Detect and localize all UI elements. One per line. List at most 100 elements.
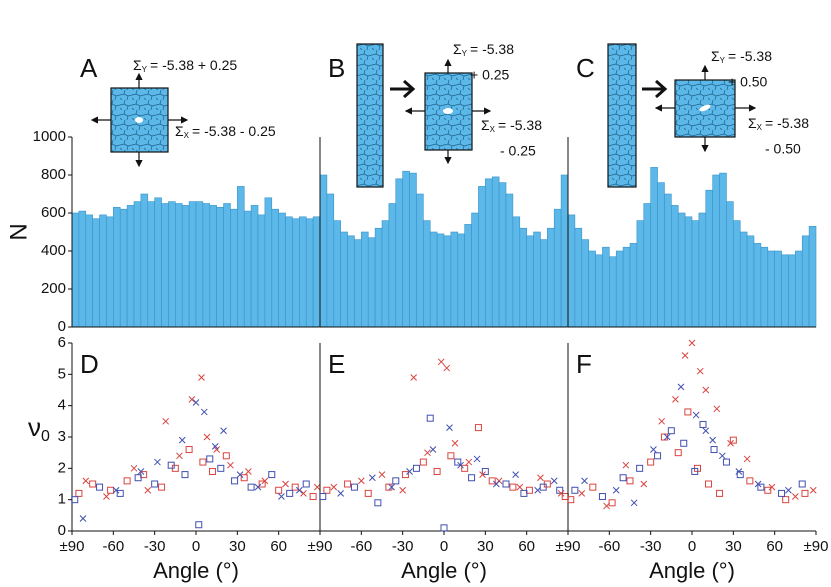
bar: [133, 201, 142, 328]
bar: [381, 220, 390, 328]
bar: [402, 170, 410, 328]
point-square: [350, 483, 358, 491]
point-square: [801, 489, 809, 497]
bar: [698, 212, 707, 328]
point-cross: [622, 461, 630, 469]
bar: [443, 235, 452, 328]
y-axis-label: N: [5, 223, 32, 240]
symbol: Σ: [711, 48, 720, 64]
bar: [374, 227, 383, 328]
y-tick-label: 4: [58, 397, 66, 414]
point-square: [158, 483, 166, 491]
bar: [733, 220, 741, 328]
point-cross: [743, 455, 751, 463]
point-square: [107, 486, 115, 494]
x-tick-label: ±90: [60, 538, 85, 555]
bar: [209, 205, 217, 328]
bar: [181, 205, 190, 328]
bar: [671, 205, 679, 328]
annotation-text: = -5.38: [728, 48, 772, 64]
point-cross: [702, 427, 710, 435]
point-cross: [429, 446, 437, 453]
bar: [340, 231, 348, 328]
subscript: X: [757, 123, 763, 132]
point-cross: [681, 352, 689, 359]
point-square: [240, 474, 248, 482]
bar: [188, 201, 197, 328]
y-tick-label: 0: [58, 318, 66, 335]
bar: [478, 186, 486, 328]
bar: [553, 208, 562, 328]
point-cross: [768, 483, 776, 491]
point-square: [185, 446, 193, 454]
x-tick-label: -60: [598, 538, 620, 555]
point-cross: [630, 499, 638, 507]
bar: [354, 239, 362, 328]
bar: [650, 167, 658, 328]
point-cross: [278, 493, 285, 500]
point-square: [474, 424, 482, 432]
point-cross: [337, 490, 345, 497]
point-cross: [388, 483, 395, 491]
x-tick-label: -30: [640, 538, 662, 555]
point-square: [699, 420, 707, 428]
point-square: [481, 467, 489, 475]
point-cross: [612, 486, 620, 494]
point-cross: [516, 483, 524, 491]
bar: [416, 193, 424, 328]
bar: [113, 207, 121, 328]
subscript: Y: [720, 56, 726, 65]
bar: [636, 220, 645, 328]
point-square: [684, 408, 692, 416]
bar: [526, 235, 534, 328]
bar: [299, 216, 307, 328]
bar: [753, 243, 762, 328]
point-square: [392, 477, 400, 485]
bar: [85, 214, 93, 328]
point-square: [619, 474, 627, 482]
point-cross: [791, 493, 799, 500]
point-square: [96, 483, 104, 491]
bar: [719, 172, 727, 328]
symbol: Σ: [748, 115, 757, 131]
bar: [161, 203, 169, 328]
panel-label: B: [328, 53, 345, 83]
subscript: Y: [142, 65, 148, 74]
bar: [464, 224, 472, 328]
bar: [760, 246, 769, 328]
point-cross: [550, 477, 558, 485]
point-cross: [709, 436, 717, 444]
y-tick-label: 200: [41, 280, 66, 297]
x-axis-label: Angle (°): [649, 558, 735, 583]
point-cross: [512, 471, 519, 478]
point-square: [589, 483, 597, 491]
point-cross: [692, 411, 700, 419]
panel-label: A: [80, 53, 98, 83]
subscript: 0: [41, 428, 50, 445]
symbol: Σ: [133, 57, 142, 73]
bar: [147, 201, 155, 328]
bar: [629, 243, 638, 328]
point-square: [419, 458, 427, 466]
point-square: [275, 486, 283, 494]
bar: [609, 256, 617, 328]
point-cross: [578, 490, 586, 497]
point-cross: [603, 502, 610, 510]
bar: [505, 193, 514, 328]
point-square: [89, 480, 97, 488]
bar: [367, 237, 376, 328]
point-square: [286, 489, 294, 497]
symbol-label: ΣY = -5.38: [453, 41, 514, 58]
point-square: [736, 471, 744, 479]
bar: [581, 239, 589, 328]
point-square: [268, 471, 276, 479]
point-square: [309, 493, 317, 501]
point-cross: [457, 461, 464, 469]
point-square: [608, 499, 616, 507]
point-square: [75, 489, 83, 497]
point-cross: [437, 358, 445, 366]
point-square: [556, 486, 564, 494]
bar: [726, 201, 734, 328]
x-tick-label: 30: [725, 538, 742, 555]
bar: [774, 250, 782, 328]
